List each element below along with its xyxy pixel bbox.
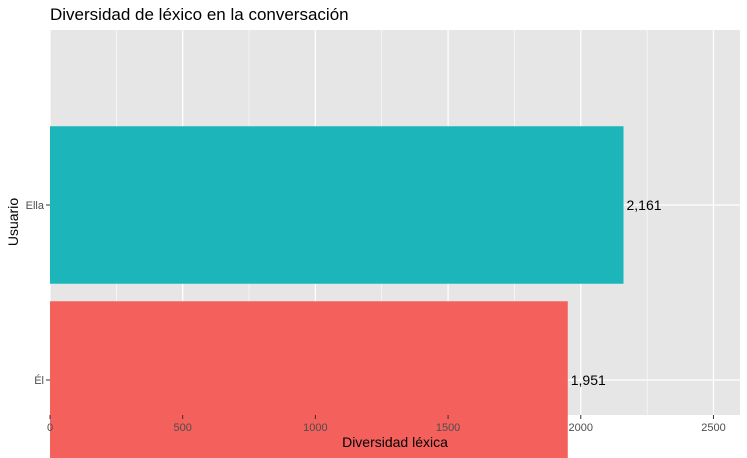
y-axis: Ella Él (26, 200, 50, 387)
x-tick-label: 1500 (436, 422, 460, 434)
y-axis-title: Usuario (5, 198, 21, 246)
bar-el (50, 301, 568, 458)
data-labels-group: 2,161 1,951 (571, 197, 662, 388)
data-label: 1,951 (571, 372, 606, 388)
data-label: 2,161 (626, 197, 661, 213)
x-tick-label: 1000 (303, 422, 327, 434)
chart-title: Diversidad de léxico en la conversación (50, 5, 349, 24)
x-axis-title: Diversidad léxica (342, 434, 448, 450)
x-tick-label: 2500 (701, 422, 725, 434)
x-axis: 0 500 1000 1500 2000 2500 (47, 415, 726, 434)
x-tick-label: 2000 (569, 422, 593, 434)
y-tick-label: Él (34, 374, 44, 387)
x-tick-label: 500 (174, 422, 192, 434)
x-tick-label: 0 (47, 422, 53, 434)
y-tick-label: Ella (26, 200, 45, 212)
bar-ella (50, 126, 624, 284)
bars-group (50, 126, 624, 458)
